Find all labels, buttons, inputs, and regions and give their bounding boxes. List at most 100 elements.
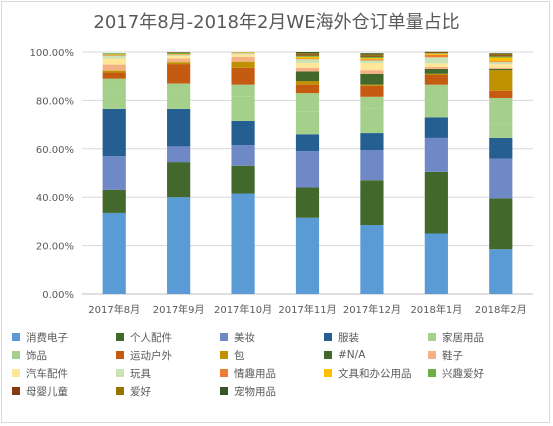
legend-item: 个人配件 [116,330,220,344]
bar-segment [360,85,384,97]
bar-segment [489,90,513,98]
bar-segment [360,58,384,60]
y-tick-label: 0.00% [42,290,74,301]
legend-item: 鞋子 [428,348,532,362]
bar-segment [231,56,255,62]
legend-swatch [12,351,20,359]
bar-segment [102,212,126,294]
bar-segment [424,84,448,101]
bar-segment [424,171,448,234]
bar-segment [102,64,126,71]
legend-swatch [220,351,228,359]
legend-swatch [116,369,124,377]
bar-segment [489,68,513,71]
legend-label: 母婴儿童 [26,385,68,398]
bar-segment [295,151,320,188]
bar-segment [424,117,448,138]
bar-segment [489,64,513,68]
legend-item: 母婴儿童 [12,384,116,398]
bar-segment [231,61,255,68]
bar-segment [295,217,320,294]
bar-segment [167,162,191,198]
bar-segment [489,53,513,54]
bar-segment [489,61,513,63]
bar-segment [424,137,448,172]
legend-item: 消费电子 [12,330,116,344]
bar-segment [295,59,320,63]
bar-segment [102,70,126,73]
legend-item: 爱好 [116,384,220,398]
bar-segment [167,52,191,54]
legend-swatch [220,369,228,377]
bar-segment [231,84,255,97]
legend-swatch [220,387,228,395]
bar-segment [360,133,384,151]
legend-item: 包 [220,348,324,362]
bar-segment [167,58,191,63]
bar-segment [360,96,384,109]
bar-segment [360,56,384,59]
bar-segment [102,108,126,157]
bar-segment [295,52,320,54]
y-tick-label: 80.00% [36,96,74,107]
bar-segment [167,56,191,59]
legend-item: #N/A [324,348,428,362]
bar-segment [295,58,320,60]
bar-segment [489,70,513,91]
legend-item: 饰品 [12,348,116,362]
legend-item: 文具和办公用品 [324,366,428,380]
y-tick-label: 40.00% [36,193,74,204]
legend-swatch [12,369,20,377]
bar-segment [231,165,255,194]
legend-swatch [12,387,20,395]
bar-segment [360,55,384,57]
legend-item: 情趣用品 [220,366,324,380]
legend-swatch [116,351,124,359]
legend-item: 服装 [324,330,428,344]
legend-label: 文具和办公用品 [338,367,412,380]
bar-segment [102,189,126,213]
bar-segment [295,84,320,94]
bar-segment [360,53,384,55]
bar-segment [424,68,448,74]
bar-segment [424,73,448,75]
bar-segment [360,108,384,134]
legend-label: 消费电子 [26,331,68,344]
bar-segment [231,120,255,146]
legend-label: 运动户外 [130,349,172,362]
legend-label: 服装 [338,331,359,344]
bar-segment [167,83,191,96]
bar-segment [167,197,191,294]
legend-item: 汽车配件 [12,366,116,380]
legend-item: 家居用品 [428,330,532,344]
bar-segment [295,53,320,55]
x-tick-label: 2018年1月 [410,303,462,316]
legend-item: 运动户外 [116,348,220,362]
bar-segment [295,62,320,68]
bar-segment [102,55,126,59]
legend-label: 个人配件 [130,331,172,344]
bar-segment [167,64,191,84]
legend-label: 兴趣爱好 [442,367,484,380]
legend-label: 美妆 [234,331,255,344]
legend-swatch [324,351,332,359]
bar-segment [231,193,255,294]
bar-segment [360,60,384,63]
bar-segment [295,67,320,72]
bar-segment [489,57,513,62]
legend-swatch [116,333,124,341]
y-tick-label: 60.00% [36,145,74,156]
x-tick-label: 2017年8月 [88,303,140,316]
bar-segment [489,158,513,199]
legend-label: 家居用品 [442,331,484,344]
bar-segment [489,249,513,294]
bar-segment [424,233,448,294]
bar-segment [360,84,384,86]
bar-segment [167,146,191,163]
legend-item: 宠物用品 [220,384,324,398]
bar-segment [231,67,255,85]
chart-legend: 消费电子 个人配件 美妆 服装 家居用品 饰品 运动户外 包 #N/A 鞋子 汽车配件 玩具 情趣用品 文… [12,330,547,398]
bar-segment [295,81,320,85]
bar-segment [489,97,513,124]
